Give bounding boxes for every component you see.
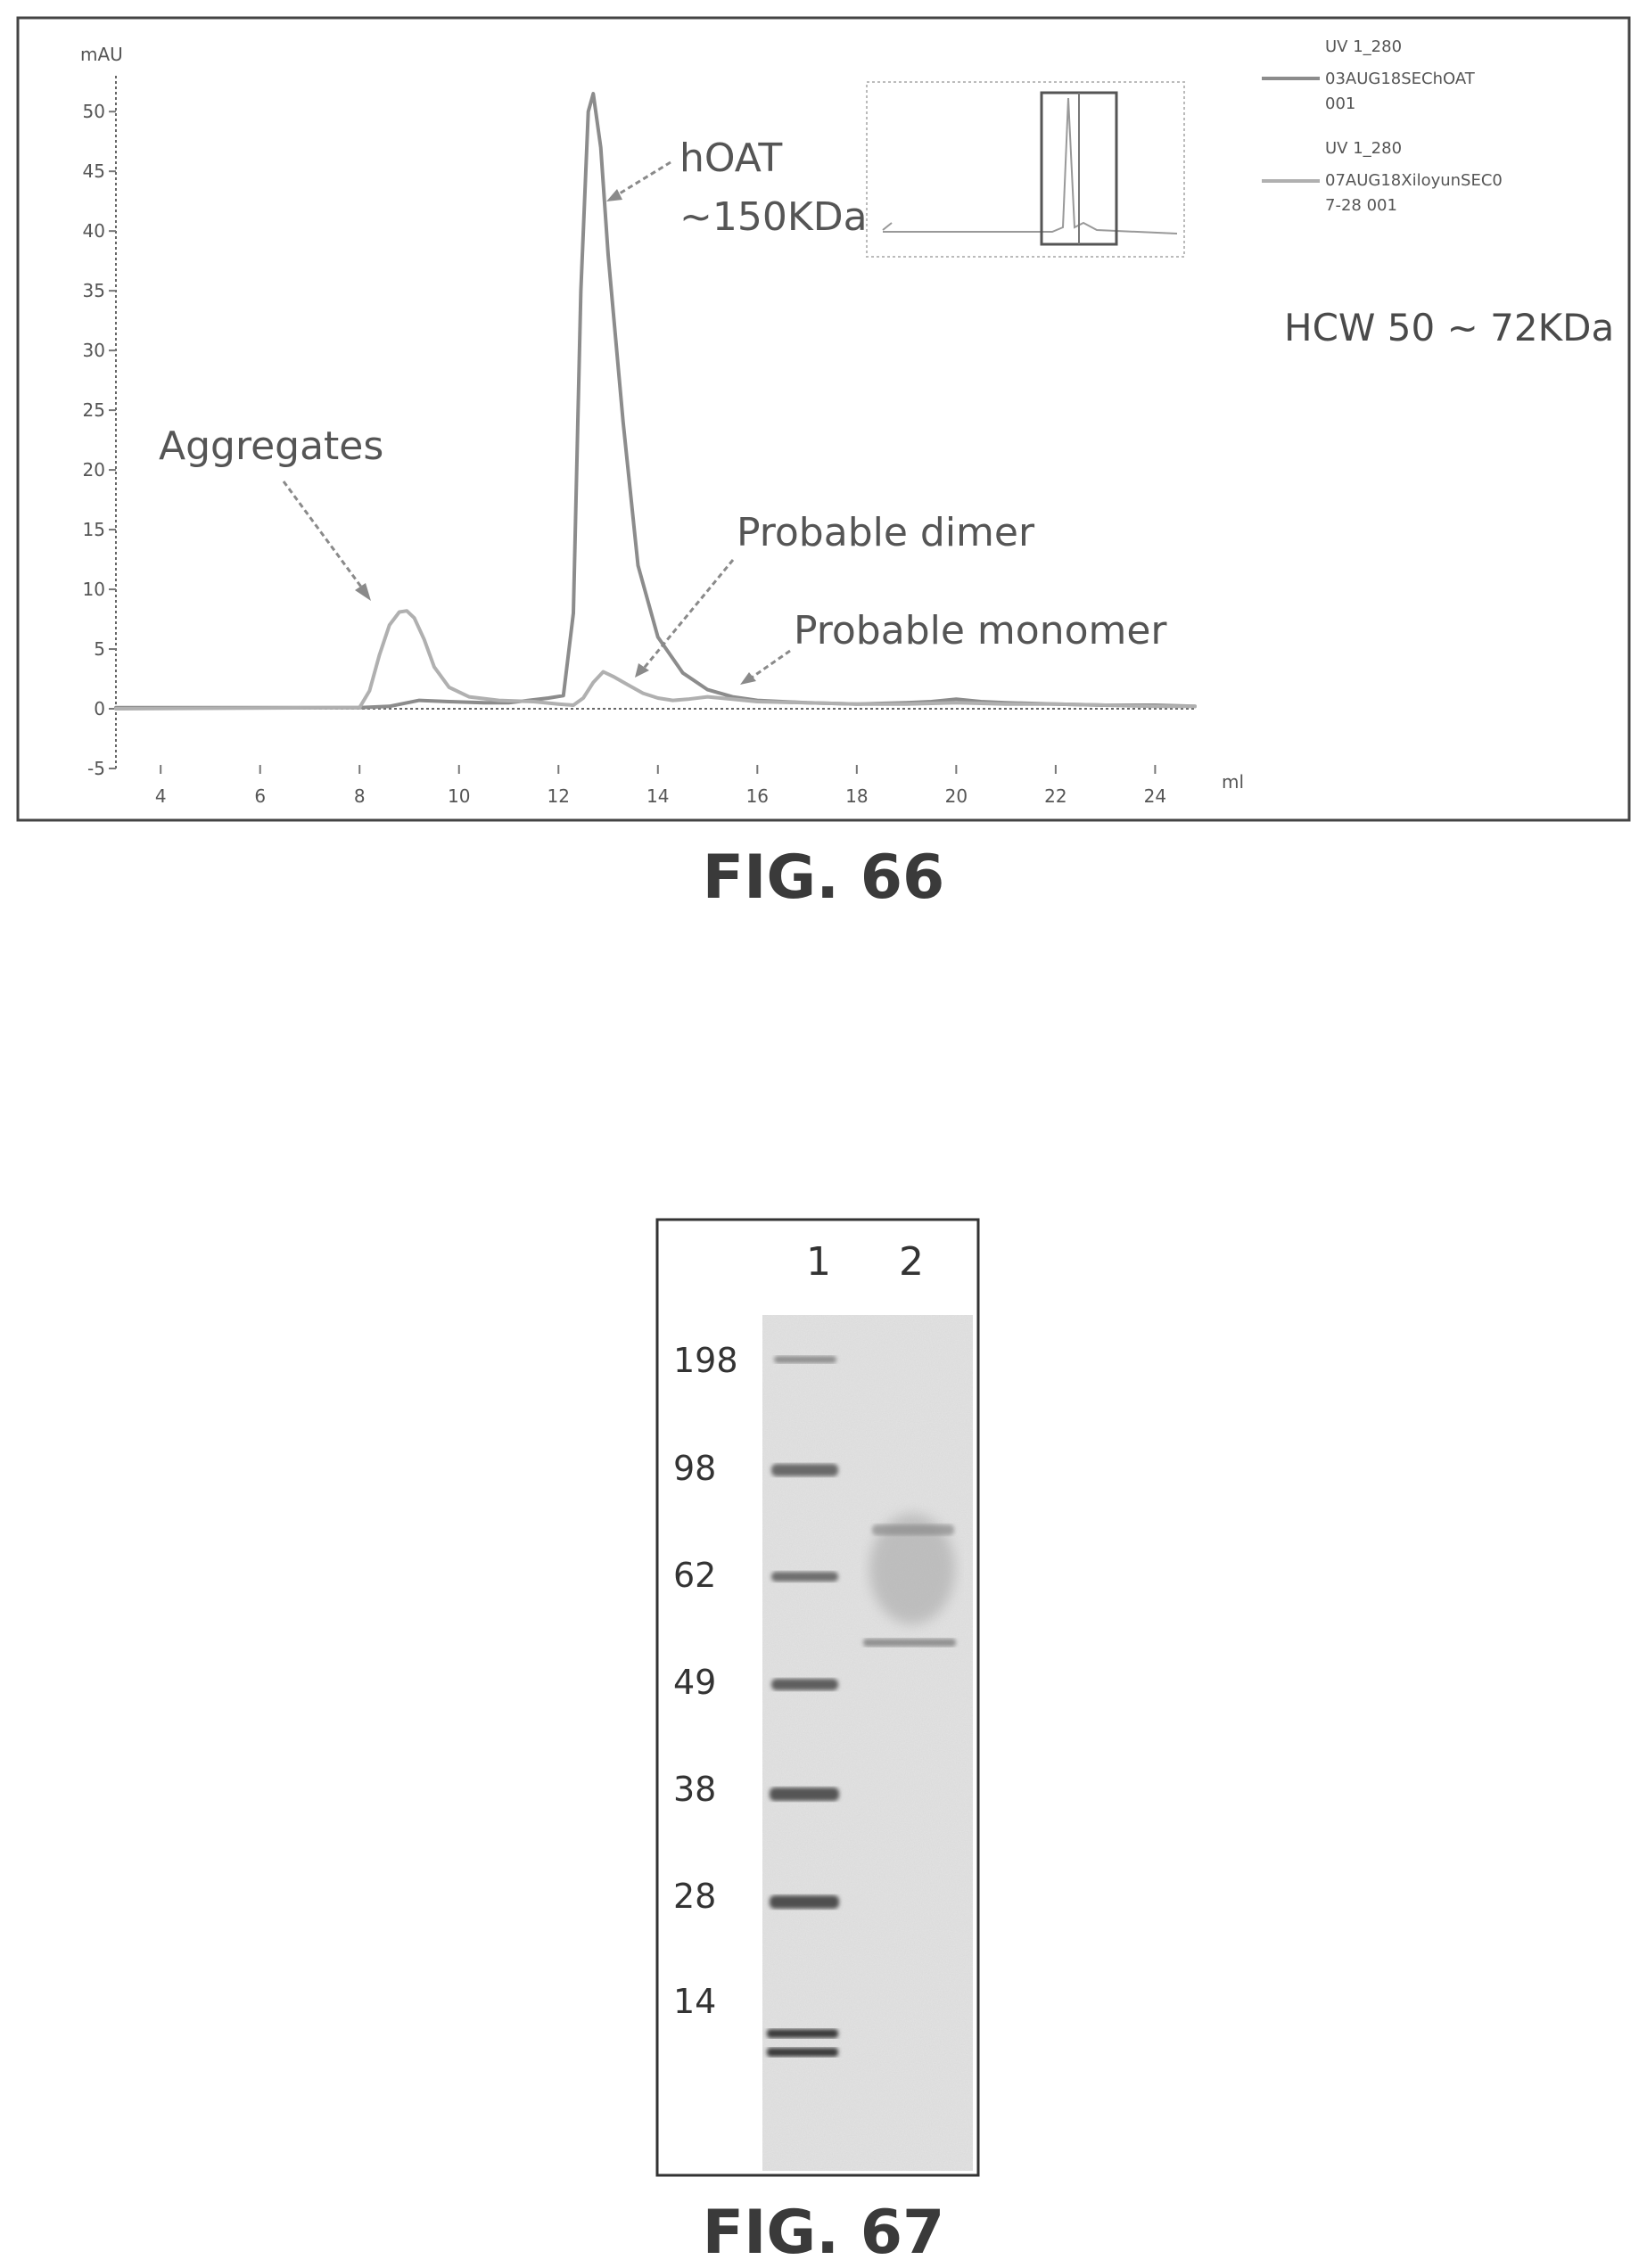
marker-label-28: 28: [673, 1877, 716, 1916]
x-tick-label: 14: [646, 785, 669, 807]
sample-band-lower: [863, 1639, 956, 1647]
x-tick-label: 22: [1044, 785, 1066, 807]
x-tick-label: 8: [354, 785, 366, 807]
legend-series-2-line-2: 07AUG18XiloyunSEC0: [1325, 171, 1503, 190]
y-tick-label: 15: [83, 519, 105, 540]
x-tick-label: 4: [155, 785, 167, 807]
sample-band-upper: [872, 1524, 954, 1535]
y-tick-label: 20: [83, 459, 105, 481]
x-tick-label: 12: [548, 785, 570, 807]
legend-series-1-line-1: UV 1_280: [1325, 37, 1402, 56]
marker-label-49: 49: [673, 1663, 716, 1702]
y-axis-label: mAU: [80, 44, 123, 65]
annotation-aggregates: Aggregates: [159, 423, 383, 469]
ladder-band-62: [771, 1572, 838, 1582]
annotation-hcw: HCW 50 ~ 72KDa: [1284, 306, 1614, 349]
legend-series-1-line-2: 03AUG18SEChOAT: [1325, 70, 1476, 88]
figure-66: -5 0 5 10 15 20 25 30 35 40 45 50 4 6 8 10 12 14 16 18 20 22 2…: [0, 0, 1647, 945]
x-tick-label: 18: [845, 785, 868, 807]
annotation-hoat-size: ~150KDa: [679, 194, 868, 240]
ladder-band-49: [771, 1679, 838, 1690]
y-tick-label: 40: [83, 220, 105, 242]
y-tick-label: 50: [83, 101, 105, 122]
figure-66-caption: FIG. 66: [0, 842, 1647, 913]
marker-label-38: 38: [673, 1770, 716, 1809]
x-axis-label: ml: [1222, 771, 1244, 793]
annotation-hoat: hOAT: [679, 136, 782, 181]
y-tick-label: 0: [94, 698, 105, 719]
ladder-band-14b: [767, 2048, 838, 2057]
figure-67-caption: FIG. 67: [0, 2198, 1647, 2268]
chromatogram-chart: -5 0 5 10 15 20 25 30 35 40 45 50 4 6 8 10 12 14 16 18 20 22 2…: [0, 0, 1647, 829]
marker-label-62: 62: [673, 1556, 716, 1595]
marker-label-14: 14: [673, 1982, 716, 2021]
x-tick-label: 24: [1144, 785, 1166, 807]
y-tick-label: 10: [83, 579, 105, 600]
ladder-band-198: [774, 1356, 836, 1363]
x-tick-label: 20: [945, 785, 968, 807]
annotation-probable-monomer: Probable monomer: [794, 608, 1167, 653]
x-tick-label: 16: [746, 785, 769, 807]
figure-67: 1 2 198 98 62 49 38 28 14 FIG. 67: [0, 1186, 1647, 2256]
marker-label-198: 198: [673, 1341, 738, 1380]
legend-series-1-line-3: 001: [1325, 94, 1355, 113]
legend-series-2-line-3: 7-28 001: [1325, 196, 1397, 215]
legend-series-2-line-1: UV 1_280: [1325, 139, 1402, 158]
y-tick-label: 45: [83, 160, 105, 182]
gel-image: 1 2 198 98 62 49 38 28 14: [0, 1186, 1647, 2184]
lane-label-2: 2: [899, 1239, 924, 1285]
y-tick-label: 30: [83, 340, 105, 361]
y-tick-label: 25: [83, 399, 105, 421]
ladder-band-28: [770, 1895, 839, 1909]
annotation-probable-dimer: Probable dimer: [737, 510, 1035, 555]
lane-label-1: 1: [806, 1239, 831, 1285]
ladder-band-98: [771, 1464, 838, 1476]
y-tick-label: 5: [94, 638, 105, 660]
ladder-band-38: [770, 1787, 839, 1801]
y-tick-label: 35: [83, 280, 105, 301]
y-tick-label: -5: [87, 758, 105, 779]
x-tick-label: 10: [448, 785, 470, 807]
marker-label-98: 98: [673, 1449, 716, 1488]
x-tick-label: 6: [254, 785, 266, 807]
chart-frame: [18, 18, 1629, 820]
ladder-band-14a: [767, 2029, 838, 2038]
